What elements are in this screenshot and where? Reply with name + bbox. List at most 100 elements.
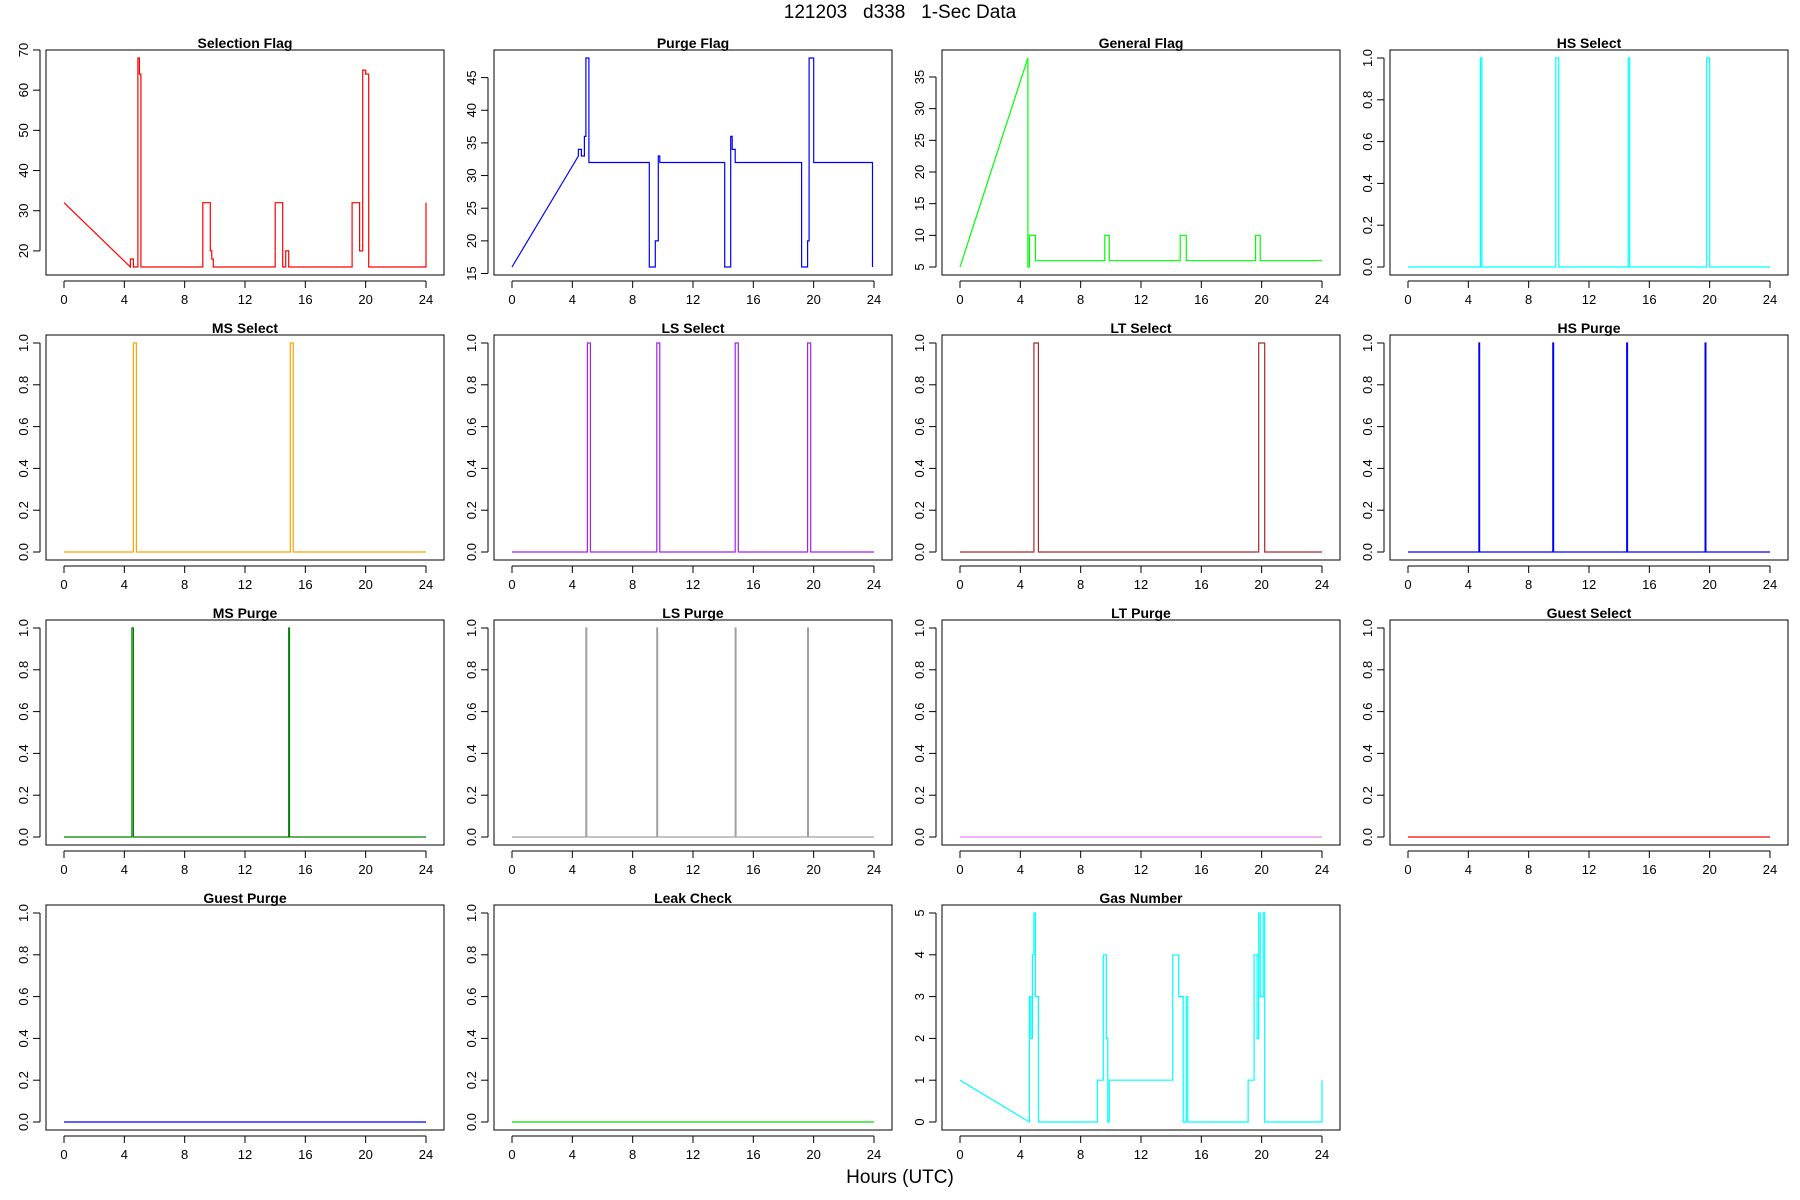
x-tick-label: 12 [1134, 292, 1148, 307]
x-tick-label: 4 [121, 1147, 128, 1162]
x-tick-label: 8 [629, 1147, 636, 1162]
chart-panel: Leak Check 0 4 8 12 16 20 24 0.0 0.2 0.4 0.6 0.8 1.0 [464, 890, 893, 1162]
x-tick-label: 4 [1017, 1147, 1024, 1162]
chart-title: LS Purge [662, 605, 724, 621]
y-tick-label: 0.2 [464, 786, 479, 804]
x-tick-label: 8 [1077, 1147, 1084, 1162]
y-tick-label: 0.0 [16, 543, 31, 561]
y-tick-label: 10 [912, 228, 927, 242]
x-tick-label: 20 [1254, 862, 1268, 877]
y-tick-label: 0.4 [1360, 744, 1375, 762]
series-line [64, 627, 426, 838]
y-tick-label: 1 [912, 1077, 927, 1084]
figure-title: 121203 d338 1-Sec Data [783, 2, 1017, 23]
y-tick-label: 4 [912, 951, 927, 958]
x-tick-label: 24 [419, 577, 433, 592]
y-tick-label: 0.4 [912, 459, 927, 477]
y-tick-label: 0.2 [16, 786, 31, 804]
x-tick-label: 4 [569, 1147, 576, 1162]
x-tick-label: 0 [60, 862, 67, 877]
y-tick-label: 25 [464, 201, 479, 215]
y-tick-label: 2 [912, 1035, 927, 1042]
x-tick-label: 0 [508, 862, 515, 877]
y-tick-label: 0.4 [16, 459, 31, 477]
x-tick-label: 4 [121, 292, 128, 307]
y-tick-label: 1.0 [464, 619, 479, 637]
y-tick-label: 0.8 [464, 661, 479, 679]
x-tick-label: 16 [1194, 862, 1208, 877]
plot-frame [493, 49, 893, 276]
y-tick-label: 0.6 [464, 988, 479, 1006]
y-tick-label: 0.8 [912, 376, 927, 394]
y-tick-label: 25 [912, 133, 927, 147]
y-tick-label: 3 [912, 993, 927, 1000]
chart-title: Leak Check [654, 890, 732, 906]
y-tick-label: 0.4 [464, 1029, 479, 1047]
y-tick-label: 60 [16, 83, 31, 97]
chart-title: MS Select [212, 320, 278, 336]
plot-frame [493, 334, 893, 561]
x-tick-label: 20 [806, 862, 820, 877]
series-line [959, 912, 1323, 1124]
x-tick-label: 24 [867, 862, 881, 877]
chart-panel: MS Purge 0 4 8 12 16 20 24 0.0 0.2 0.4 0.6 0.8 1.0 [16, 605, 445, 877]
x-tick-label: 4 [569, 292, 576, 307]
y-tick-label: 0.6 [16, 988, 31, 1006]
x-tick-label: 20 [1702, 862, 1716, 877]
y-tick-label: 70 [16, 43, 31, 57]
x-tick-label: 20 [1702, 292, 1716, 307]
x-tick-label: 16 [298, 862, 312, 877]
plot-frame [45, 49, 445, 276]
x-tick-label: 16 [1194, 292, 1208, 307]
chart-title: HS Purge [1557, 320, 1620, 336]
x-tick-label: 16 [298, 1147, 312, 1162]
x-tick-label: 24 [1763, 577, 1777, 592]
y-tick-label: 40 [16, 163, 31, 177]
x-tick-label: 0 [956, 577, 963, 592]
x-tick-label: 12 [1582, 862, 1596, 877]
y-tick-label: 0.6 [912, 703, 927, 721]
x-tick-label: 4 [121, 577, 128, 592]
y-tick-label: 0.0 [464, 828, 479, 846]
x-tick-label: 8 [629, 292, 636, 307]
y-tick-label: 0.0 [912, 828, 927, 846]
x-tick-label: 20 [358, 577, 372, 592]
x-tick-label: 20 [358, 862, 372, 877]
plot-frame [1389, 334, 1789, 561]
chart-panel: LS Select 0 4 8 12 16 20 24 0.0 0.2 0.4 0.6 0.8 1.0 [464, 320, 893, 592]
y-tick-label: 0.2 [464, 501, 479, 519]
series-line [959, 57, 1322, 268]
y-tick-label: 1.0 [16, 904, 31, 922]
x-tick-label: 4 [1465, 292, 1472, 307]
x-tick-label: 20 [1254, 1147, 1268, 1162]
chart-panel: Guest Purge 0 4 8 12 16 20 24 0.0 0.2 0.4 0.6 0.8 1.0 [16, 890, 445, 1162]
x-tick-label: 8 [1077, 292, 1084, 307]
chart-panel: General Flag 0 4 8 12 16 20 24 5 10 15 20 25 30 35 [912, 35, 1341, 307]
chart-title: MS Purge [213, 605, 278, 621]
x-tick-label: 4 [1465, 577, 1472, 592]
series-line [511, 57, 874, 268]
chart-title: Guest Purge [203, 890, 286, 906]
x-tick-label: 8 [1525, 292, 1532, 307]
x-tick-label: 12 [1134, 577, 1148, 592]
series-line [512, 342, 874, 553]
x-tick-label: 8 [1525, 862, 1532, 877]
x-tick-label: 16 [746, 862, 760, 877]
x-tick-label: 0 [1404, 862, 1411, 877]
plot-frame [45, 334, 445, 561]
y-tick-label: 5 [912, 909, 927, 916]
x-tick-label: 24 [1315, 292, 1329, 307]
y-tick-label: 0.0 [464, 543, 479, 561]
y-tick-label: 0.6 [912, 418, 927, 436]
x-tick-label: 8 [181, 292, 188, 307]
chart-title: LS Select [661, 320, 724, 336]
y-tick-label: 30 [912, 101, 927, 115]
x-tick-label: 24 [419, 862, 433, 877]
y-tick-label: 40 [464, 103, 479, 117]
x-tick-label: 16 [746, 577, 760, 592]
x-tick-label: 12 [1134, 1147, 1148, 1162]
x-tick-label: 4 [1017, 292, 1024, 307]
x-tick-label: 8 [1077, 577, 1084, 592]
x-tick-label: 0 [60, 292, 67, 307]
